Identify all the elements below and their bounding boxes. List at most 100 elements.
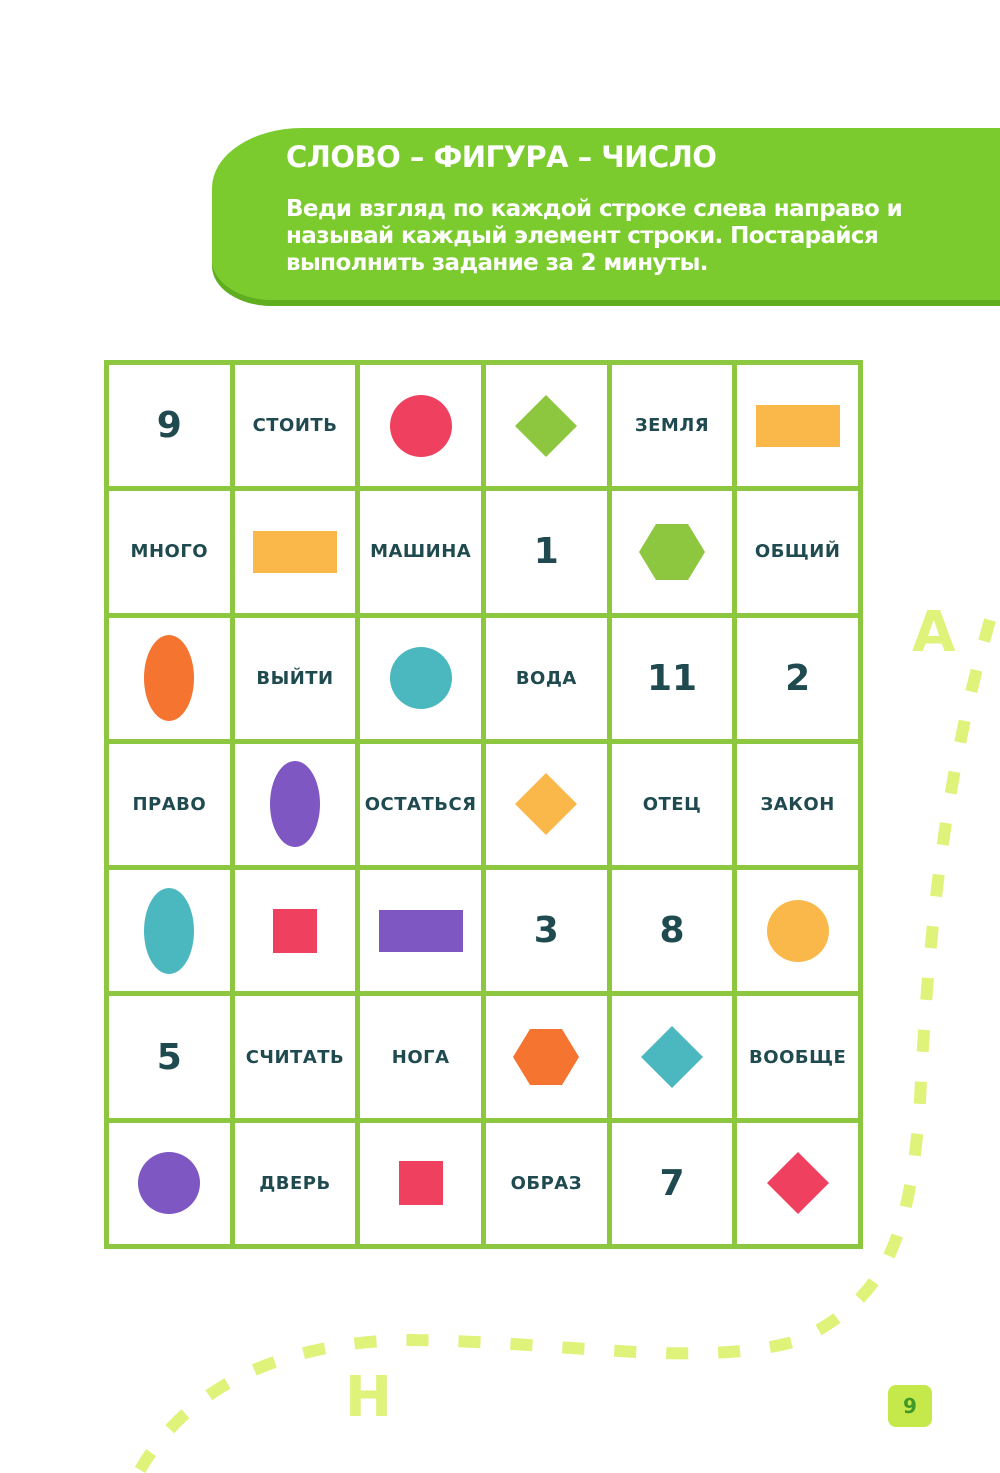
hexagon-shape	[513, 1029, 580, 1086]
number-item: 11	[646, 657, 698, 699]
teal-ellipse	[144, 887, 195, 974]
rect-shape	[755, 404, 840, 447]
green-hexagon	[638, 523, 705, 580]
grid-cell	[234, 491, 356, 613]
word-item: СТОИТЬ	[252, 415, 338, 437]
yellow-rect	[252, 530, 337, 573]
grid-cell: 3	[485, 870, 607, 992]
red-diamond	[766, 1152, 829, 1215]
word-item: ОСТАТЬСЯ	[364, 793, 477, 815]
grid-cell: 1	[485, 491, 607, 613]
word-item: ЗЕМЛЯ	[634, 415, 710, 437]
grid-cell: ВЫЙТИ	[234, 617, 356, 739]
grid-cell	[485, 996, 607, 1118]
grid-cell: ПРАВО	[109, 743, 230, 866]
grid-cell: ДВЕРЬ	[234, 1122, 356, 1244]
grid-cell	[611, 491, 733, 613]
grid-cell	[485, 365, 607, 487]
number-item: 8	[659, 910, 685, 952]
word-item: НОГА	[391, 1046, 450, 1068]
header-banner	[212, 128, 1000, 300]
yellow-rect	[755, 404, 840, 447]
red-circle	[389, 394, 452, 457]
grid-cell: ОСТАТЬСЯ	[360, 743, 481, 866]
word-item: ОТЕЦ	[642, 793, 702, 815]
orange-hexagon	[513, 1029, 580, 1086]
grid-cell	[737, 870, 858, 992]
number-item: 2	[785, 657, 811, 699]
rect-shape	[252, 530, 337, 573]
grid-cell	[737, 365, 858, 487]
circle-shape	[138, 1152, 201, 1215]
number-item: 9	[156, 405, 182, 447]
page-number: 9	[888, 1385, 932, 1427]
grid-cell: МАШИНА	[360, 491, 481, 613]
word-item: МАШИНА	[370, 541, 472, 563]
diamond-shape	[640, 1026, 703, 1089]
purple-ellipse	[269, 761, 320, 848]
task-grid: 9 СТОИТЬ ЗЕМЛЯ МНОГО МАШИНА 1 ОБЩИЙ ВЫЙТИ ВОДА 11…	[104, 360, 863, 1249]
red-square	[398, 1161, 443, 1206]
hexagon-shape	[638, 523, 705, 580]
square-shape	[272, 908, 317, 953]
page-title: СЛОВО – ФИГУРА – ЧИСЛО	[286, 140, 717, 174]
circle-shape	[766, 899, 829, 962]
square-shape	[398, 1161, 443, 1206]
number-item: 3	[533, 910, 559, 952]
word-item: ОБРАЗ	[510, 1172, 583, 1194]
grid-cell	[360, 870, 481, 992]
grid-cell: 9	[109, 365, 230, 487]
grid-cell: 2	[737, 617, 858, 739]
grid-cell	[360, 365, 481, 487]
green-diamond	[515, 394, 578, 457]
grid-cell	[109, 617, 230, 739]
grid-cell: ЗАКОН	[737, 743, 858, 866]
word-item: ПРАВО	[132, 793, 207, 815]
word-item: ВОДА	[515, 667, 577, 689]
red-square	[272, 908, 317, 953]
word-item: ЗАКОН	[760, 793, 835, 815]
ellipse-shape	[144, 635, 195, 722]
number-item: 5	[156, 1036, 182, 1078]
rect-shape	[378, 909, 463, 952]
grid-cell: МНОГО	[109, 491, 230, 613]
instruction-text: Веди взгляд по каждой строке слева напра…	[286, 196, 903, 276]
purple-circle	[138, 1152, 201, 1215]
word-item: ВЫЙТИ	[256, 667, 334, 689]
grid-cell	[360, 617, 481, 739]
grid-cell: ОТЕЦ	[611, 743, 733, 866]
grid-cell: 11	[611, 617, 733, 739]
purple-rect	[378, 909, 463, 952]
grid-cell: 8	[611, 870, 733, 992]
grid-cell	[109, 870, 230, 992]
orange-ellipse	[144, 635, 195, 722]
grid-cell: ОБЩИЙ	[737, 491, 858, 613]
grid-cell	[360, 1122, 481, 1244]
diamond-shape	[515, 394, 578, 457]
teal-circle	[389, 647, 452, 710]
grid-cell: ВОДА	[485, 617, 607, 739]
circle-shape	[389, 647, 452, 710]
word-item: ОБЩИЙ	[754, 541, 841, 563]
word-item: СЧИТАТЬ	[245, 1046, 345, 1068]
number-item: 1	[533, 531, 559, 573]
grid-cell: ОБРАЗ	[485, 1122, 607, 1244]
circle-shape	[389, 394, 452, 457]
word-item: МНОГО	[130, 541, 209, 563]
word-item: ВООБЩЕ	[749, 1046, 847, 1068]
grid-cell	[611, 996, 733, 1118]
teal-diamond	[640, 1026, 703, 1089]
grid-cell: ВООБЩЕ	[737, 996, 858, 1118]
grid-cell: ЗЕМЛЯ	[611, 365, 733, 487]
diamond-shape	[766, 1152, 829, 1215]
word-item: ДВЕРЬ	[259, 1172, 331, 1194]
yellow-circle	[766, 899, 829, 962]
grid-cell: СЧИТАТЬ	[234, 996, 356, 1118]
grid-cell: НОГА	[360, 996, 481, 1118]
ellipse-shape	[144, 887, 195, 974]
grid-cell	[234, 870, 356, 992]
yellow-diamond	[515, 773, 578, 836]
grid-cell: 7	[611, 1122, 733, 1244]
grid-cell: 5	[109, 996, 230, 1118]
